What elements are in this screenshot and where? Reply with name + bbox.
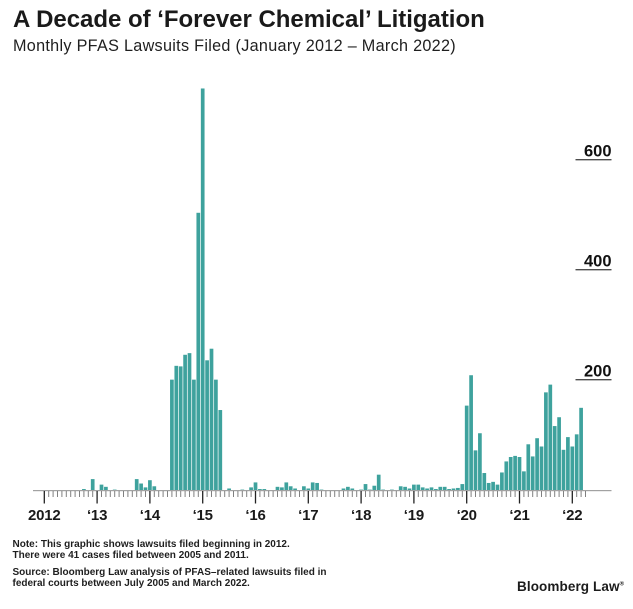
svg-text:‘22: ‘22 [562,507,582,524]
svg-text:‘14: ‘14 [140,507,161,524]
svg-text:200: 200 [584,363,612,381]
svg-text:‘18: ‘18 [351,507,371,524]
svg-text:‘17: ‘17 [298,507,318,524]
svg-text:400: 400 [584,253,612,271]
svg-text:2012: 2012 [28,507,61,524]
svg-text:‘16: ‘16 [245,507,265,524]
svg-text:‘21: ‘21 [509,507,529,524]
svg-text:‘20: ‘20 [457,507,477,524]
svg-text:‘15: ‘15 [193,507,213,524]
svg-text:‘19: ‘19 [404,507,424,524]
svg-text:‘13: ‘13 [87,507,107,524]
svg-text:600: 600 [584,143,612,161]
